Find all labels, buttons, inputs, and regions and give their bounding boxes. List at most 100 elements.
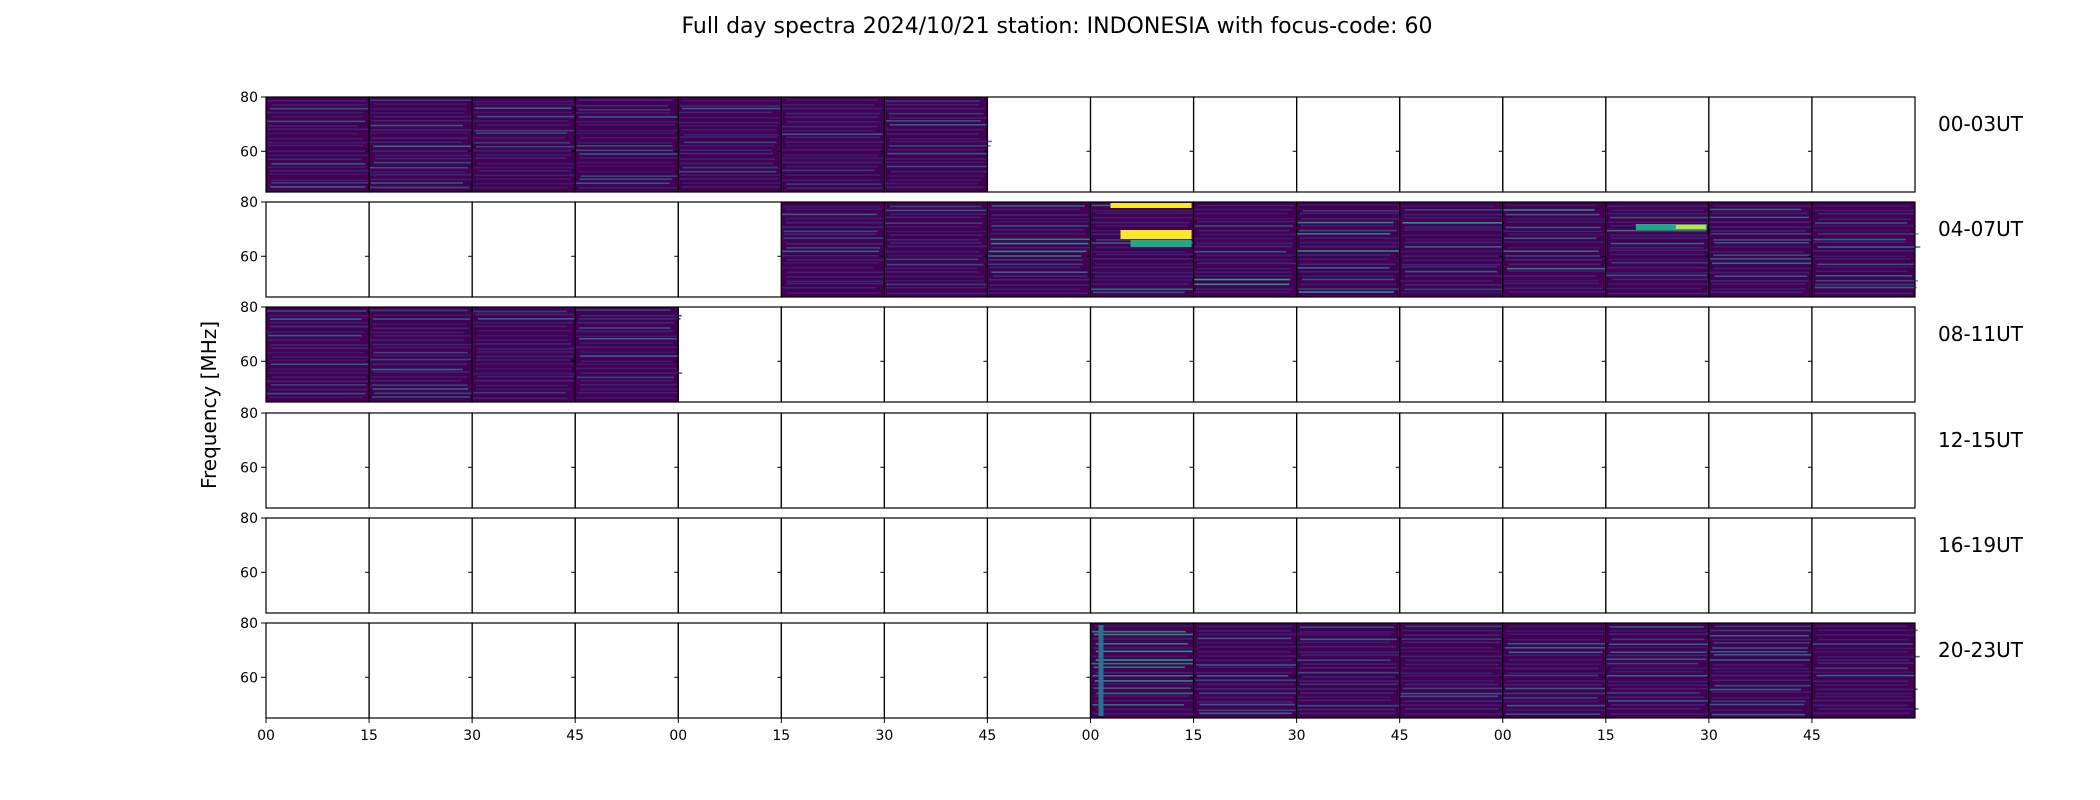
spectrum-band xyxy=(576,391,679,394)
spectrum-band xyxy=(1198,651,1291,653)
spectrum-band xyxy=(680,174,781,176)
spectrum-panel xyxy=(983,517,1092,614)
spectrum-fill xyxy=(1193,202,1297,297)
panel-frame xyxy=(1399,306,1504,403)
x-tick-label: 45 xyxy=(1391,728,1409,744)
spectrum-band xyxy=(781,213,878,216)
spectrum-band xyxy=(885,250,980,253)
spectrum-band xyxy=(1403,700,1503,703)
spectrum-band xyxy=(579,372,683,374)
spectrum-band xyxy=(575,330,673,333)
spectrum-band xyxy=(1813,225,1916,227)
spectrum-panel xyxy=(880,306,989,403)
spectrum-band xyxy=(580,137,678,139)
spectrum-band xyxy=(782,149,882,151)
spectrum-panel xyxy=(365,622,473,719)
spectrum-band xyxy=(576,335,677,338)
spectrum-band xyxy=(781,129,876,132)
panel-frame xyxy=(1296,517,1401,614)
spectrum-band xyxy=(266,331,364,334)
spectrum-band xyxy=(578,123,675,126)
spectrum-band xyxy=(579,178,672,180)
spectrum-band xyxy=(472,100,574,103)
y-tick-label: 80 xyxy=(240,511,258,527)
spectrum-band xyxy=(1709,208,1802,211)
spectrum-band xyxy=(1298,291,1394,293)
spectrum-band xyxy=(1816,266,1914,268)
spectrum-band xyxy=(889,213,988,215)
spectrum-band xyxy=(575,104,669,107)
spectrum-band xyxy=(1197,655,1296,657)
spectrum-panel xyxy=(265,517,370,614)
spectrum-panel xyxy=(880,201,989,298)
spectrum-band xyxy=(370,173,474,176)
spectrum-band xyxy=(1609,630,1707,632)
panel-frame xyxy=(368,412,473,509)
spectrum-band xyxy=(1300,683,1398,686)
spectrum-band xyxy=(1300,212,1403,215)
spectrum-panel xyxy=(674,517,782,614)
spectrum-band xyxy=(681,99,782,102)
spectrum-band xyxy=(1404,216,1501,219)
spectrum-fill xyxy=(678,97,782,192)
spectrum-panel xyxy=(1086,517,1195,614)
spectrum-band xyxy=(1199,233,1297,236)
panel-frame xyxy=(780,517,885,614)
spectrum-band xyxy=(991,271,1088,274)
spectrum-band xyxy=(1711,667,1809,670)
panel-frame xyxy=(677,622,782,719)
spectrum-band xyxy=(373,161,471,164)
spectrum-band xyxy=(374,346,472,349)
spectrum-band xyxy=(1093,279,1192,281)
spectrum-band xyxy=(270,368,369,371)
panel-frame xyxy=(1708,517,1813,614)
spectrum-band xyxy=(886,283,988,286)
spectrum-panel xyxy=(265,412,370,509)
spectrum-band xyxy=(787,259,888,261)
spectrum-panel xyxy=(1498,517,1607,614)
spectrum-band xyxy=(1712,713,1805,716)
spectrum-band xyxy=(1713,267,1817,270)
spectrum-band xyxy=(579,170,674,173)
spectrum-band xyxy=(1297,267,1390,269)
spectrum-band xyxy=(786,282,888,285)
panel-frame xyxy=(1192,517,1298,614)
spectrum-band xyxy=(1405,238,1508,241)
spectrum-band xyxy=(1709,271,1810,274)
spectrum-band xyxy=(885,271,979,273)
spectrum-band xyxy=(370,112,465,114)
y-tick-label: 60 xyxy=(240,670,258,686)
spectrum-band xyxy=(1096,246,1190,249)
y-tick-label: 80 xyxy=(240,406,258,422)
spectrum-band xyxy=(1296,232,1391,235)
spectrum-band xyxy=(1095,671,1195,674)
spectrum-panel xyxy=(777,517,885,614)
spectrum-band xyxy=(1095,650,1193,653)
spectrum-band xyxy=(370,331,464,334)
spectrum-band xyxy=(1091,662,1194,665)
spectrum-band xyxy=(1197,683,1295,686)
spectrum-band xyxy=(786,187,883,189)
spectrum-band xyxy=(887,149,985,151)
spectrum-band xyxy=(889,242,982,244)
spectrum-band xyxy=(1712,679,1815,682)
spectrum-band xyxy=(885,267,978,270)
panel-frame xyxy=(1811,517,1916,614)
spectrum-band xyxy=(1198,666,1295,669)
spectrum-panel xyxy=(1704,306,1813,403)
spectrum-panel xyxy=(1704,96,1813,193)
spectrum-panel xyxy=(1807,517,1916,614)
panel-frame xyxy=(1811,306,1916,403)
spectrum-band xyxy=(1610,216,1712,219)
panel-frame xyxy=(986,622,1092,719)
spectrum-band xyxy=(1816,659,1910,661)
spectrum-band xyxy=(782,104,875,106)
spectrum-band xyxy=(1400,692,1503,695)
spectrum-band xyxy=(267,166,367,168)
spectrum-band xyxy=(1403,228,1506,231)
spectrum-band xyxy=(1610,242,1705,245)
spectrum-band xyxy=(1090,283,1189,286)
spectrum-band xyxy=(1401,667,1503,670)
spectrum-band xyxy=(785,165,878,168)
spectrum-band xyxy=(1092,209,1196,212)
